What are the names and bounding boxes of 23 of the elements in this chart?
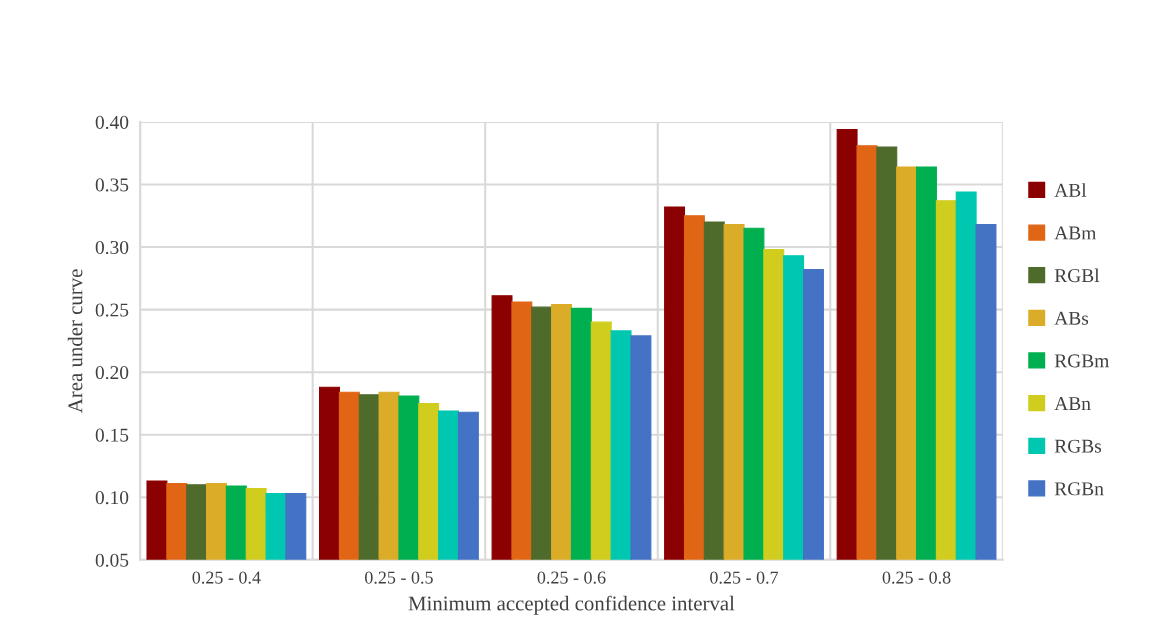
legend-label: RGBm [1054, 354, 1110, 368]
legend-label: RGBl [1054, 268, 1100, 283]
y-tick-label: 0.15 [95, 428, 129, 442]
x-tick-label: 0.25 - 0.4 [192, 571, 261, 584]
x-axis-title: Minimum accepted confidence interval [408, 595, 735, 615]
legend-label: ABn [1054, 397, 1091, 410]
legend-label: ABm [1054, 226, 1097, 240]
legend-label: RGBs [1054, 439, 1102, 453]
legend-label: RGBn [1054, 482, 1104, 496]
y-tick-label: 0.20 [95, 365, 129, 380]
x-tick-label: 0.25 - 0.7 [710, 571, 779, 584]
x-tick-label: 0.25 - 0.8 [882, 571, 951, 584]
y-tick-label: 0.30 [95, 240, 129, 255]
legend-label: ABl [1054, 183, 1087, 197]
y-tick-label: 0.35 [95, 178, 129, 192]
y-axis-title: Area under curve [67, 269, 83, 413]
y-tick-label: 0.40 [95, 115, 129, 129]
y-tick-label: 0.05 [95, 553, 129, 567]
legend-label: ABs [1054, 311, 1089, 325]
y-tick-label: 0.10 [95, 491, 129, 505]
y-tick-label: 0.25 [95, 303, 129, 317]
x-tick-label: 0.25 - 0.5 [365, 571, 433, 584]
x-tick-label: 0.25 - 0.6 [537, 571, 606, 584]
